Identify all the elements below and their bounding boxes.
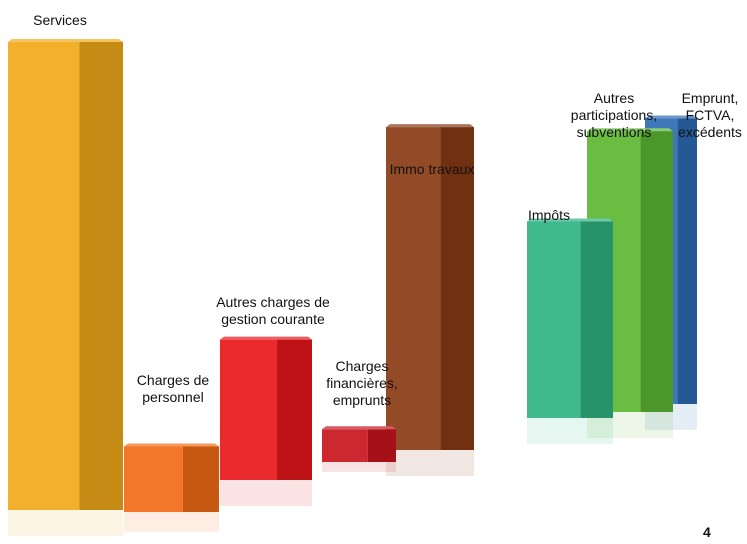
bar-3 — [220, 336, 312, 506]
bar-top-face — [527, 218, 613, 222]
bar-label-6: Impôts — [528, 207, 570, 224]
bar-7 — [587, 128, 673, 438]
bar-reflection — [124, 512, 219, 532]
bar-label-line: financières, — [326, 375, 398, 391]
bar-top-face — [8, 39, 123, 42]
bar-label-2: Charges de personnel — [137, 372, 209, 406]
bar-5 — [386, 124, 474, 476]
bar-reflection — [386, 450, 474, 476]
bars-group — [8, 39, 697, 536]
bar-label-line: Autres — [593, 90, 635, 106]
bar-label-line: Charges — [335, 358, 389, 374]
bar-label-line: subventions — [576, 124, 652, 140]
bar-label-line: gestion courante — [221, 311, 325, 327]
bar-label-line: Charges de — [136, 372, 210, 388]
bar-reflection — [220, 480, 312, 506]
bar-label-3: Autres charges de gestion courante — [216, 294, 330, 328]
bar-top-face — [587, 128, 673, 132]
bar-top-face — [386, 124, 474, 128]
bar-side-face — [640, 131, 673, 412]
bar-label-5: Immo travaux — [390, 161, 475, 178]
bar-label-line: participations, — [570, 107, 658, 123]
bar-side-face — [79, 42, 123, 510]
bar-top-face — [220, 336, 312, 340]
bar-label-line: Services — [33, 12, 87, 28]
bar-label-line: Autres charges de — [216, 294, 330, 310]
bar-top-face — [645, 115, 697, 119]
bar-top-face — [124, 443, 219, 447]
bar-front-face — [527, 221, 581, 418]
bar-front-face — [322, 429, 368, 462]
bar-label-4: Charges financières, emprunts — [326, 358, 398, 409]
bar-front-face — [386, 127, 441, 450]
bar-side-face — [182, 446, 219, 512]
bar-top-face — [322, 426, 396, 430]
bar-reflection — [322, 462, 396, 472]
bar-side-face — [440, 127, 474, 450]
bar-label-line: Emprunt, — [681, 90, 739, 106]
bar-label-7: Autres participations, subventions — [571, 90, 657, 141]
bar-label-line: emprunts — [332, 392, 392, 408]
bar-side-face — [277, 339, 312, 480]
bar-6 — [527, 218, 613, 444]
bar-front-face — [8, 42, 80, 510]
bar-front-face — [220, 339, 278, 480]
bar-4 — [322, 426, 396, 472]
bar-label-line: FCTVA, — [685, 107, 735, 123]
bar-label-line: excédents — [678, 124, 742, 140]
bar-1 — [8, 39, 123, 536]
bar-label-line: Impôts — [527, 207, 571, 223]
bar-reflection — [527, 418, 613, 444]
bar-side-face — [580, 221, 613, 418]
bar-label-1: Services — [33, 12, 87, 29]
bar-label-8: Emprunt, FCTVA, excédents — [678, 90, 742, 141]
bar-side-face — [367, 429, 396, 462]
bar-front-face — [124, 446, 183, 512]
bar-label-line: Immo travaux — [389, 161, 475, 177]
bar-2 — [124, 443, 219, 532]
bar-label-line: personnel — [142, 389, 204, 405]
bar-side-face — [677, 118, 697, 405]
bar-reflection — [8, 510, 123, 536]
page-number: 4 — [703, 524, 711, 540]
